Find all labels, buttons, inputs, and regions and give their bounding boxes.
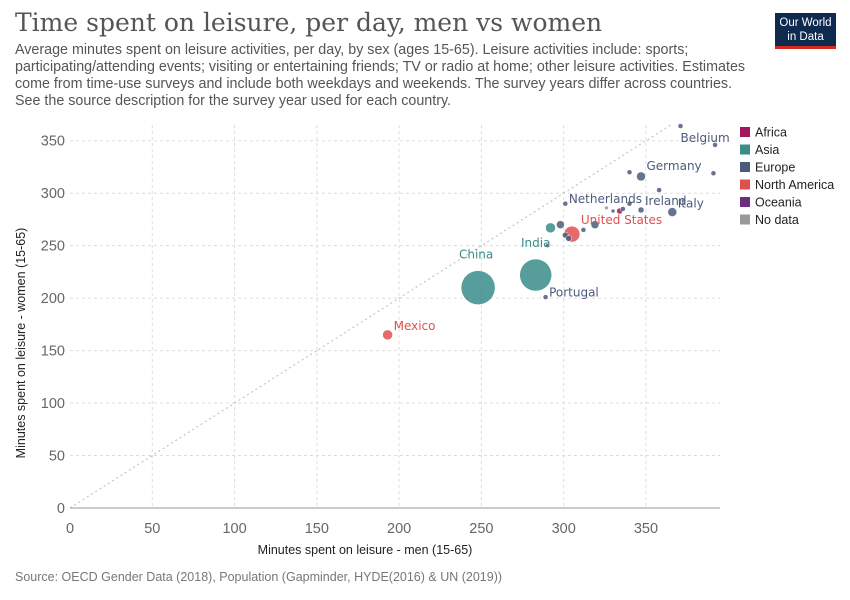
data-point[interactable] (656, 187, 662, 193)
legend-swatch[interactable] (740, 214, 750, 225)
data-point[interactable] (382, 329, 393, 341)
data-point[interactable] (565, 235, 572, 242)
point-label: Portugal (549, 286, 599, 300)
data-point[interactable] (610, 208, 616, 214)
legend-swatch[interactable] (740, 197, 750, 207)
x-tick-label: 0 (66, 521, 74, 537)
point-label: Belgium (681, 131, 730, 145)
y-tick-label: 350 (41, 134, 65, 150)
data-point[interactable] (556, 220, 565, 229)
point-labels: China India Mexico United States Portugal Ger… (394, 131, 730, 333)
data-point[interactable] (626, 200, 633, 207)
x-tick-label: 50 (144, 521, 160, 537)
diagonal-reference-line (69, 124, 671, 509)
y-tick-label: 100 (41, 396, 65, 412)
point-label: Germany (647, 159, 702, 173)
legend-label[interactable]: No data (755, 213, 799, 227)
x-axis-label: Minutes spent on leisure - men (15-65) (258, 543, 473, 557)
y-tick-label: 300 (41, 186, 65, 202)
data-point[interactable] (562, 200, 569, 207)
y-axis: 0 50 100 150 200 250 300 350 (41, 134, 65, 517)
x-tick-label: 100 (222, 521, 246, 537)
x-axis: 0 50 100 150 200 250 300 350 (66, 521, 658, 537)
logo-line-2: in Data (787, 31, 824, 43)
data-point[interactable] (626, 169, 633, 175)
data-point[interactable] (580, 227, 587, 233)
data-point[interactable] (667, 207, 678, 217)
y-tick-label: 200 (41, 291, 65, 307)
y-tick-label: 50 (49, 449, 65, 465)
data-point[interactable] (604, 205, 609, 211)
data-point[interactable] (460, 270, 496, 305)
source-note: Source: OECD Gender Data (2018), Populat… (15, 570, 503, 584)
legend-swatch[interactable] (740, 127, 750, 137)
point-label: Italy (678, 197, 704, 211)
y-tick-label: 150 (41, 344, 65, 360)
legend-swatch[interactable] (740, 179, 750, 190)
owid-logo[interactable]: Our World in Data (775, 13, 836, 49)
legend-swatch[interactable] (740, 144, 750, 155)
point-label: United States (581, 213, 662, 227)
data-point[interactable] (590, 220, 600, 229)
data-point[interactable] (519, 258, 552, 292)
data-point[interactable] (677, 123, 684, 129)
data-point[interactable] (620, 206, 626, 212)
logo-line-1: Our World (779, 17, 832, 29)
legend-label[interactable]: Oceania (755, 196, 802, 210)
data-point[interactable] (710, 170, 717, 177)
chart-title: Time spent on leisure, per day, men vs w… (15, 8, 603, 37)
data-point[interactable] (636, 171, 646, 182)
y-tick-label: 250 (41, 239, 65, 255)
x-tick-label: 250 (469, 521, 493, 537)
data-point[interactable] (544, 243, 550, 248)
data-points (382, 123, 718, 341)
point-label: Mexico (394, 319, 436, 333)
point-label: China (459, 248, 493, 262)
legend: Africa Asia Europe North America Oceania No d… (740, 126, 834, 227)
data-point[interactable] (545, 222, 556, 234)
legend-label[interactable]: Africa (755, 126, 787, 140)
data-point[interactable] (542, 294, 549, 300)
data-point[interactable] (712, 142, 718, 148)
point-label: India (521, 236, 550, 250)
grid-lines (70, 125, 720, 508)
legend-swatch[interactable] (740, 162, 750, 172)
legend-label[interactable]: Europe (755, 161, 795, 175)
y-axis-label: Minutes spent on leisure - women (15-65) (14, 228, 28, 459)
legend-label[interactable]: Asia (755, 143, 779, 157)
x-tick-label: 300 (552, 521, 576, 537)
x-tick-label: 350 (634, 521, 658, 537)
y-tick-label: 0 (57, 501, 65, 517)
data-point[interactable] (637, 206, 645, 214)
legend-label[interactable]: North America (755, 178, 834, 192)
x-tick-label: 150 (305, 521, 329, 537)
point-label: Ireland (645, 194, 687, 208)
chart-subtitle: Average minutes spent on leisure activit… (15, 42, 746, 109)
x-tick-label: 200 (387, 521, 411, 537)
point-label: Netherlands (569, 192, 642, 206)
